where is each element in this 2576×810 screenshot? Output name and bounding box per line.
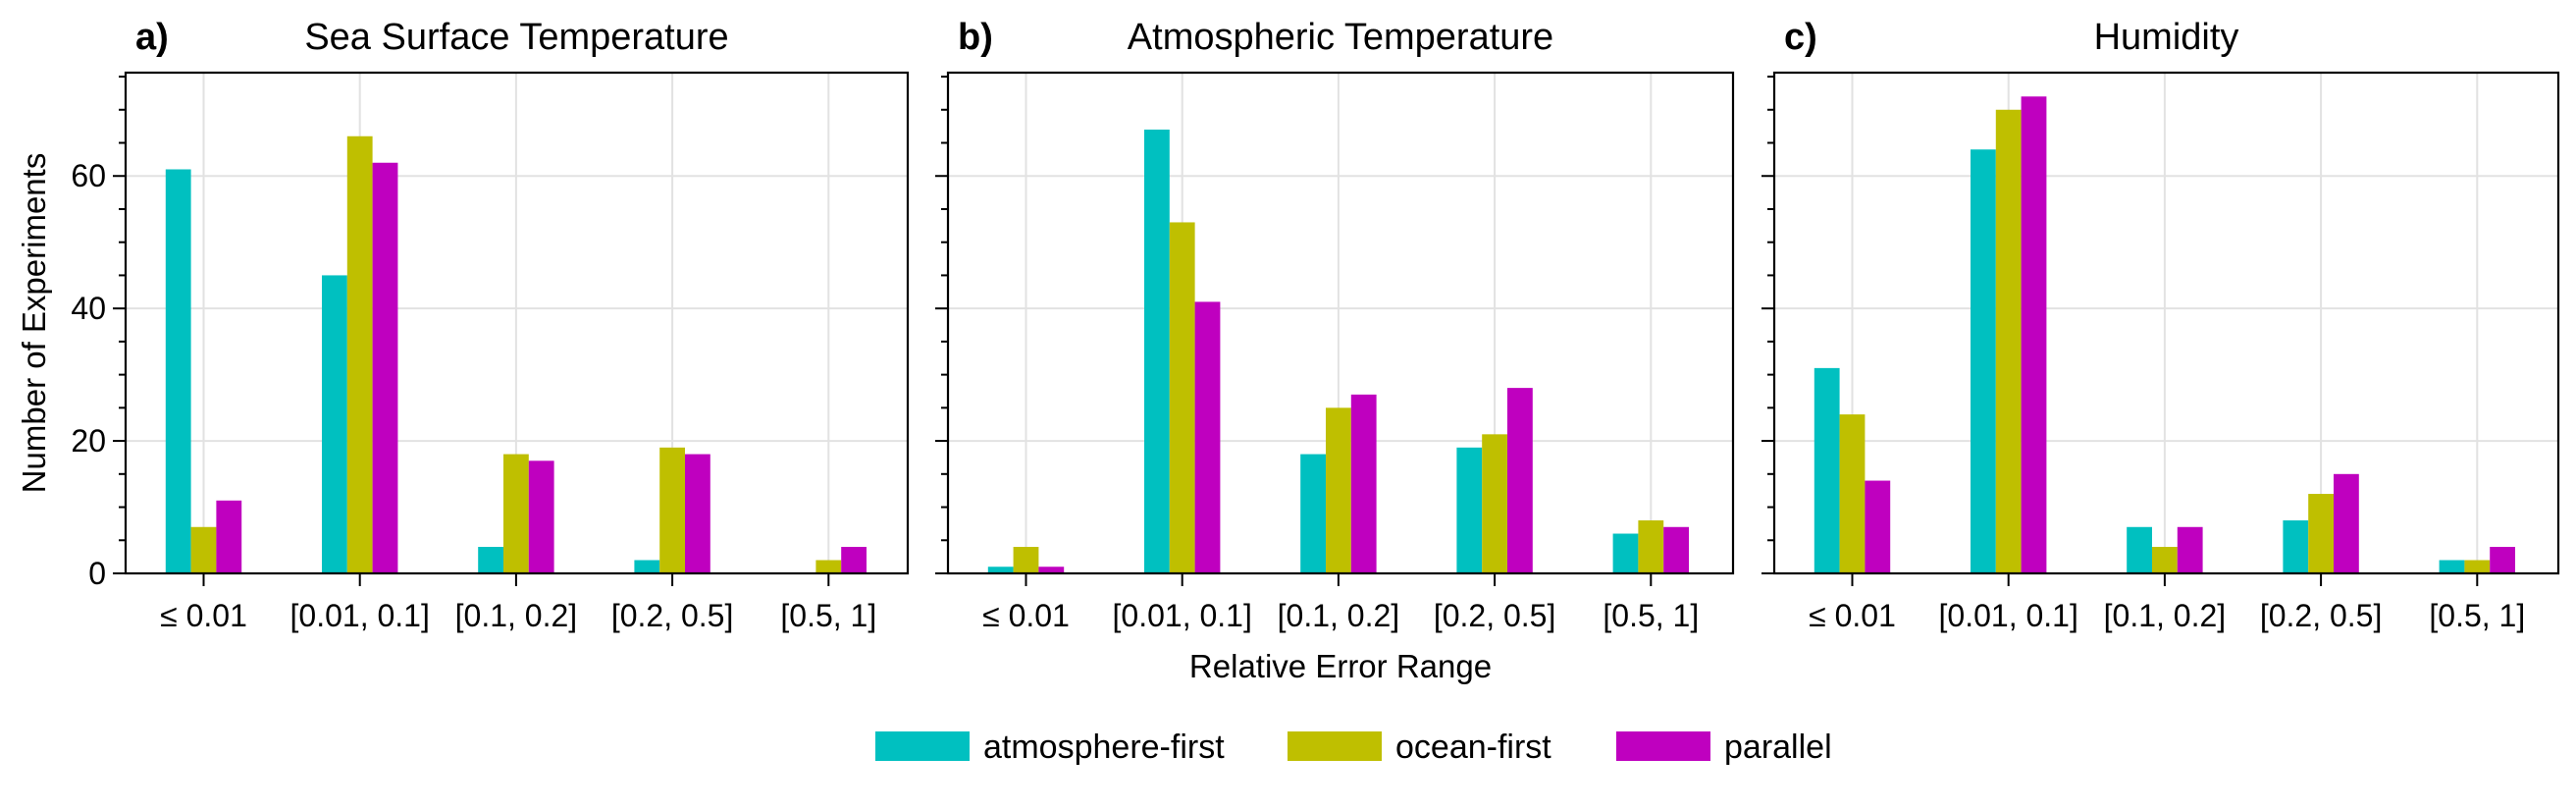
bar-atmosphere-first (2127, 526, 2152, 573)
bar-ocean-first (2308, 494, 2334, 573)
x-tick-label: [0.5, 1] (780, 598, 876, 633)
legend-swatch-ocean-first (1288, 731, 1382, 761)
legend-swatch-atmosphere-first (875, 731, 970, 761)
bar-ocean-first (1013, 547, 1039, 573)
bar-parallel (1507, 388, 1533, 573)
x-tick-label: [0.2, 0.5] (1434, 598, 1556, 633)
y-axis-label: Number of Experiments (16, 153, 52, 494)
bar-atmosphere-first (1814, 367, 1840, 573)
bar-ocean-first (1326, 407, 1351, 573)
bar-parallel (2490, 547, 2515, 573)
panel-title: Humidity (2094, 17, 2239, 58)
bar-parallel (1038, 567, 1065, 573)
bar-parallel (216, 500, 242, 573)
bar-ocean-first (659, 447, 685, 573)
panel-letter: b) (958, 17, 993, 58)
bar-atmosphere-first (1300, 454, 1326, 573)
bar-parallel (1865, 480, 1891, 573)
x-tick-label: ≤ 0.01 (160, 598, 247, 633)
bar-atmosphere-first (1612, 533, 1639, 573)
bar-atmosphere-first (2283, 520, 2309, 573)
bar-parallel (1350, 394, 1377, 573)
panel-a: 0 20 40 60 ≤ 0.01 [0.01, 0.1] [0.1, 0.2] [0.2, … (16, 17, 910, 633)
x-tick-label: [0.01, 0.1] (1939, 598, 2078, 633)
bar-parallel (841, 547, 867, 573)
legend: atmosphere-first ocean-first parallel (875, 729, 1832, 766)
bar-parallel (685, 454, 710, 573)
x-tick-label: [0.01, 0.1] (1113, 598, 1252, 633)
bar-atmosphere-first (322, 275, 347, 573)
axes-frame (1772, 71, 2560, 575)
bar-atmosphere-first (634, 560, 660, 573)
bar-atmosphere-first (1144, 130, 1170, 573)
x-tick-label: [0.01, 0.1] (290, 598, 430, 633)
bar-parallel (528, 460, 554, 573)
y-tick-label: 40 (71, 291, 106, 326)
x-tick-label: [0.1, 0.2] (1278, 598, 1400, 633)
bar-atmosphere-first (2439, 560, 2465, 573)
axes-frame (946, 71, 1735, 575)
bar-atmosphere-first (478, 547, 503, 573)
y-tick-label: 60 (71, 158, 106, 193)
panel-c: ≤ 0.01 [0.01, 0.1] [0.1, 0.2] [0.2, 0.5] [0.… (1761, 17, 2560, 633)
bar-atmosphere-first (1456, 447, 1483, 573)
bar-ocean-first (1995, 109, 2022, 574)
bar-parallel (1663, 526, 1689, 573)
bar-parallel (2021, 96, 2047, 574)
bar-ocean-first (1482, 434, 1507, 573)
y-tick-label: 20 (71, 423, 106, 459)
y-tick-label: 0 (88, 556, 106, 591)
bar-ocean-first (503, 454, 529, 573)
x-tick-label: [0.2, 0.5] (2260, 598, 2383, 633)
legend-label: parallel (1724, 729, 1832, 766)
bar-parallel (2334, 473, 2359, 573)
x-tick-label: ≤ 0.01 (1809, 598, 1896, 633)
bar-ocean-first (346, 135, 373, 573)
legend-label: atmosphere-first (983, 729, 1225, 766)
bar-parallel (2177, 526, 2203, 573)
legend-label: ocean-first (1395, 729, 1551, 766)
x-tick-label: [0.5, 1] (1603, 598, 1699, 633)
bar-ocean-first (1839, 414, 1866, 573)
bar-ocean-first (190, 526, 217, 573)
x-axis-label: Relative Error Range (1189, 648, 1492, 684)
panel-b: ≤ 0.01 [0.01, 0.1] [0.1, 0.2] [0.2, 0.5] [0.… (935, 17, 1735, 684)
bar-atmosphere-first (987, 567, 1014, 573)
panel-title: Sea Surface Temperature (304, 17, 728, 58)
bar-parallel (372, 162, 398, 573)
x-tick-label: [0.5, 1] (2429, 598, 2525, 633)
x-tick-label: ≤ 0.01 (982, 598, 1070, 633)
panel-title: Atmospheric Temperature (1128, 17, 1553, 58)
bar-ocean-first (2152, 547, 2178, 573)
x-tick-label: [0.2, 0.5] (611, 598, 734, 633)
x-tick-label: [0.1, 0.2] (2104, 598, 2227, 633)
legend-swatch-parallel (1616, 731, 1710, 761)
bar-ocean-first (1169, 222, 1195, 573)
bar-atmosphere-first (165, 169, 191, 573)
bar-parallel (1194, 301, 1221, 573)
panel-letter: a) (135, 17, 169, 58)
x-tick-label: [0.1, 0.2] (455, 598, 578, 633)
bar-ocean-first (815, 560, 842, 573)
bar-atmosphere-first (1971, 149, 1996, 573)
bar-ocean-first (2464, 560, 2491, 573)
bar-ocean-first (1638, 520, 1664, 573)
panel-letter: c) (1784, 17, 1817, 58)
